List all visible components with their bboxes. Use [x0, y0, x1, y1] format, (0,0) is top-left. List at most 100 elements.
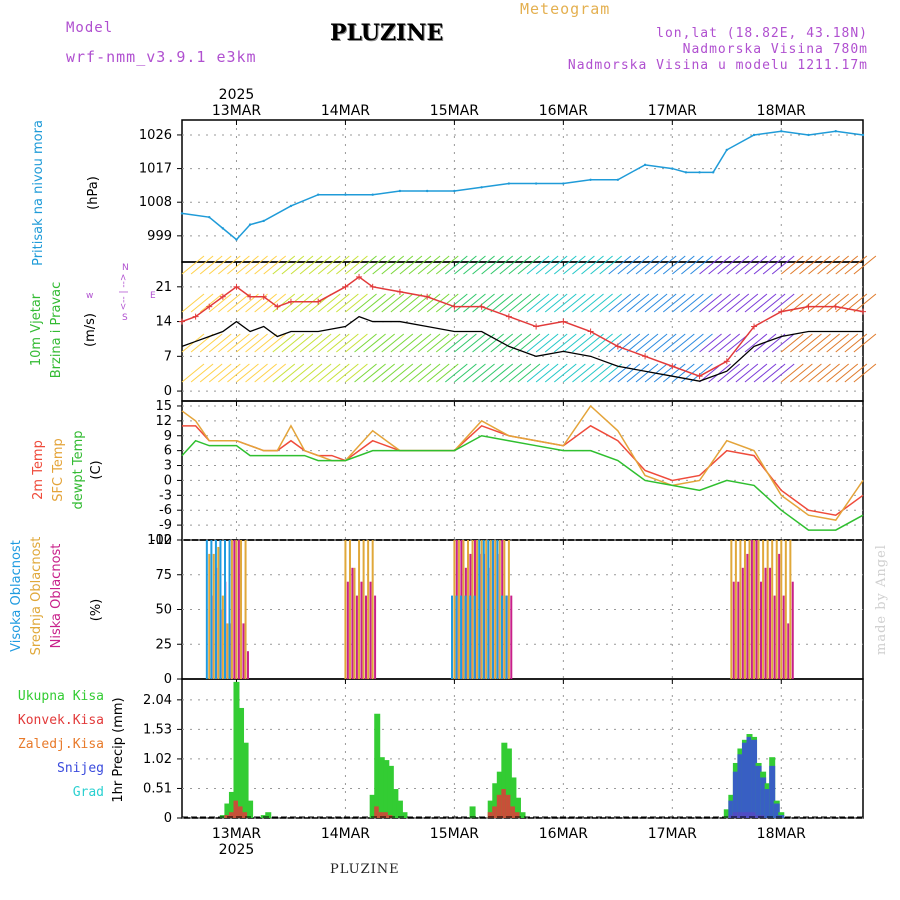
- pressure-point: [289, 204, 293, 208]
- y-tick-label-wind: 0: [164, 384, 172, 399]
- wind-barb: [208, 333, 232, 353]
- wind-barb: [626, 333, 650, 353]
- wind-barb: [208, 293, 232, 313]
- precip-bar-0: [501, 742, 508, 818]
- wind-barb: [317, 333, 341, 353]
- wind-barb: [363, 293, 386, 313]
- y-tick-label-precipitation: 0: [164, 811, 172, 826]
- cloud-bar-2: [732, 581, 735, 679]
- wind-barb: [463, 363, 486, 383]
- wind-barb: [435, 255, 459, 275]
- cloud-bar-1: [476, 540, 479, 679]
- wind-barb: [780, 255, 804, 275]
- wind-barb: [463, 293, 486, 313]
- cloud-bar-2: [746, 553, 749, 679]
- wind-barb: [326, 293, 350, 313]
- wind-compass-w: w: [86, 291, 93, 301]
- wind-barb: [399, 293, 423, 313]
- wind-barb: [608, 255, 632, 275]
- wind-barb: [581, 255, 604, 275]
- wind-barb: [308, 255, 332, 275]
- footer-location: PLUZINE: [330, 862, 400, 877]
- wind-barb: [572, 363, 595, 383]
- pressure-point: [507, 182, 511, 185]
- wind-barb: [517, 363, 541, 383]
- wind-barb: [699, 255, 722, 275]
- wind-barb: [263, 255, 287, 275]
- wind-barb: [717, 293, 741, 313]
- wind-barb: [790, 363, 813, 383]
- wind-barb: [544, 333, 568, 353]
- wind-barb: [354, 293, 377, 313]
- precip-bar-2: [732, 771, 739, 818]
- cloud-bar-0: [224, 540, 226, 679]
- wind-barb: [762, 293, 786, 313]
- precip-bar-1: [514, 812, 521, 818]
- wind-barb: [245, 255, 268, 275]
- wind-barb: [399, 333, 423, 353]
- wind-barb: [599, 363, 622, 383]
- wind-barb: [708, 255, 731, 275]
- wind-barb: [308, 333, 332, 353]
- wind-compass: <-- | -->: [119, 274, 129, 311]
- wind-barb: [199, 363, 223, 383]
- wind-barb: [617, 363, 641, 383]
- wind-barb: [553, 333, 577, 353]
- wind-barb: [735, 293, 759, 313]
- wind-barb: [735, 363, 759, 383]
- wind-barb: [354, 255, 377, 275]
- wind-barb: [635, 293, 659, 313]
- wind-barb: [190, 255, 214, 275]
- wind-barb: [435, 333, 459, 353]
- cloud-bar-2: [510, 595, 513, 679]
- wind-barb: [726, 255, 750, 275]
- x-label-bottom: 17MAR: [648, 826, 697, 842]
- wind-barb: [372, 363, 395, 383]
- wind-barb: [563, 363, 586, 383]
- wind-barb: [808, 333, 831, 353]
- cloud-bar-1: [358, 540, 361, 679]
- wind-barb: [481, 255, 504, 275]
- x-label-top: 17MAR: [648, 103, 697, 119]
- cloud-bar-1: [467, 540, 470, 679]
- wind-barb: [844, 255, 868, 275]
- precip-bar-2: [751, 739, 758, 818]
- temp-label-sfc: SFC Temp: [51, 438, 66, 502]
- wind-barb: [753, 255, 777, 275]
- precip-bar-0: [238, 707, 245, 818]
- cloud-bar-1: [244, 540, 247, 679]
- precip-bar-1: [242, 812, 249, 818]
- y-tick-label-temperature: 15: [155, 399, 172, 414]
- wind-barb: [799, 333, 822, 353]
- pressure-point: [262, 219, 265, 223]
- wind-barb: [826, 255, 849, 275]
- wind-barb: [426, 333, 450, 353]
- wind-barb: [563, 255, 586, 275]
- precip-legend-3: Snijeg: [57, 761, 104, 776]
- y-tick-label-precipitation: 0.51: [143, 781, 172, 796]
- wind-barb: [653, 255, 677, 275]
- wind-barb: [699, 333, 722, 353]
- wind-barb: [553, 293, 577, 313]
- wind-barb: [617, 255, 641, 275]
- pressure-point: [562, 182, 565, 185]
- y-tick-label-temperature: -12: [151, 533, 172, 548]
- wind-barb: [336, 293, 359, 313]
- wind-unit: (m/s): [83, 313, 98, 347]
- precip-bar-2: [728, 800, 735, 818]
- wind-barb: [771, 255, 795, 275]
- pressure-point: [711, 171, 715, 174]
- wind-barb: [744, 255, 768, 275]
- pressure-point: [752, 133, 756, 137]
- wind-barb: [544, 293, 568, 313]
- cloud-bar-1: [212, 553, 215, 679]
- wind-barb: [299, 363, 323, 383]
- y-tick-label-temperature: 0: [164, 473, 172, 488]
- wind-barb: [218, 333, 241, 353]
- precip-bar-1: [505, 794, 512, 818]
- cloud-bar-2: [791, 581, 794, 679]
- wind-barb: [635, 363, 659, 383]
- pressure-point: [180, 212, 184, 215]
- wind-barb: [762, 363, 786, 383]
- wind-compass-e: E: [150, 291, 156, 301]
